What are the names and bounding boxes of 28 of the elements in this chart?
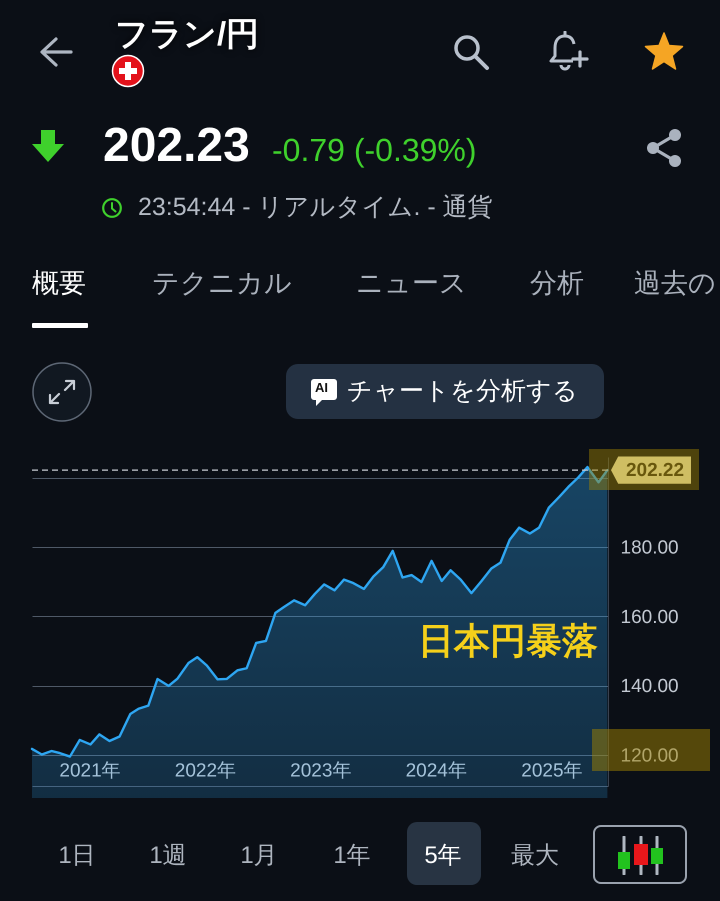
x-tick-label: 2024年 (406, 760, 467, 782)
y-tick-label: 180.00 (620, 538, 679, 559)
x-tick-label: 2023年 (290, 760, 352, 782)
text: 過去の (634, 268, 716, 298)
text: 1日 (58, 842, 96, 869)
text: 202.23 (103, 119, 250, 172)
text: 1週 (149, 842, 187, 869)
chart-title: フラン/円 (115, 15, 260, 52)
text: チャートを分析する (347, 377, 578, 405)
text: 23:54:44 - リアルタイム. - 通貨 (138, 193, 493, 221)
text: 分析 (530, 268, 584, 298)
annotation: 日本円暴落 (418, 620, 598, 661)
text: 概要 (32, 268, 86, 298)
ref-line-label: 202.22 (626, 460, 684, 482)
y-tick-label: 140.00 (620, 676, 679, 698)
text: -0.79 (-0.39%) (272, 132, 477, 168)
text: 5年 (424, 842, 462, 869)
x-tick-label: 2021年 (59, 760, 121, 782)
y-tick-label: 120.00 (620, 745, 679, 766)
text: テクニカル (152, 268, 292, 298)
y-tick-label: 160.00 (620, 606, 679, 628)
text: 最大 (511, 842, 559, 869)
text: 1年 (333, 842, 371, 869)
x-tick-label: 2022年 (174, 760, 236, 782)
text: 1月 (240, 842, 278, 869)
text: AI (315, 380, 328, 395)
x-tick-label: 2025年 (521, 760, 583, 782)
text: ニュース (356, 268, 467, 298)
